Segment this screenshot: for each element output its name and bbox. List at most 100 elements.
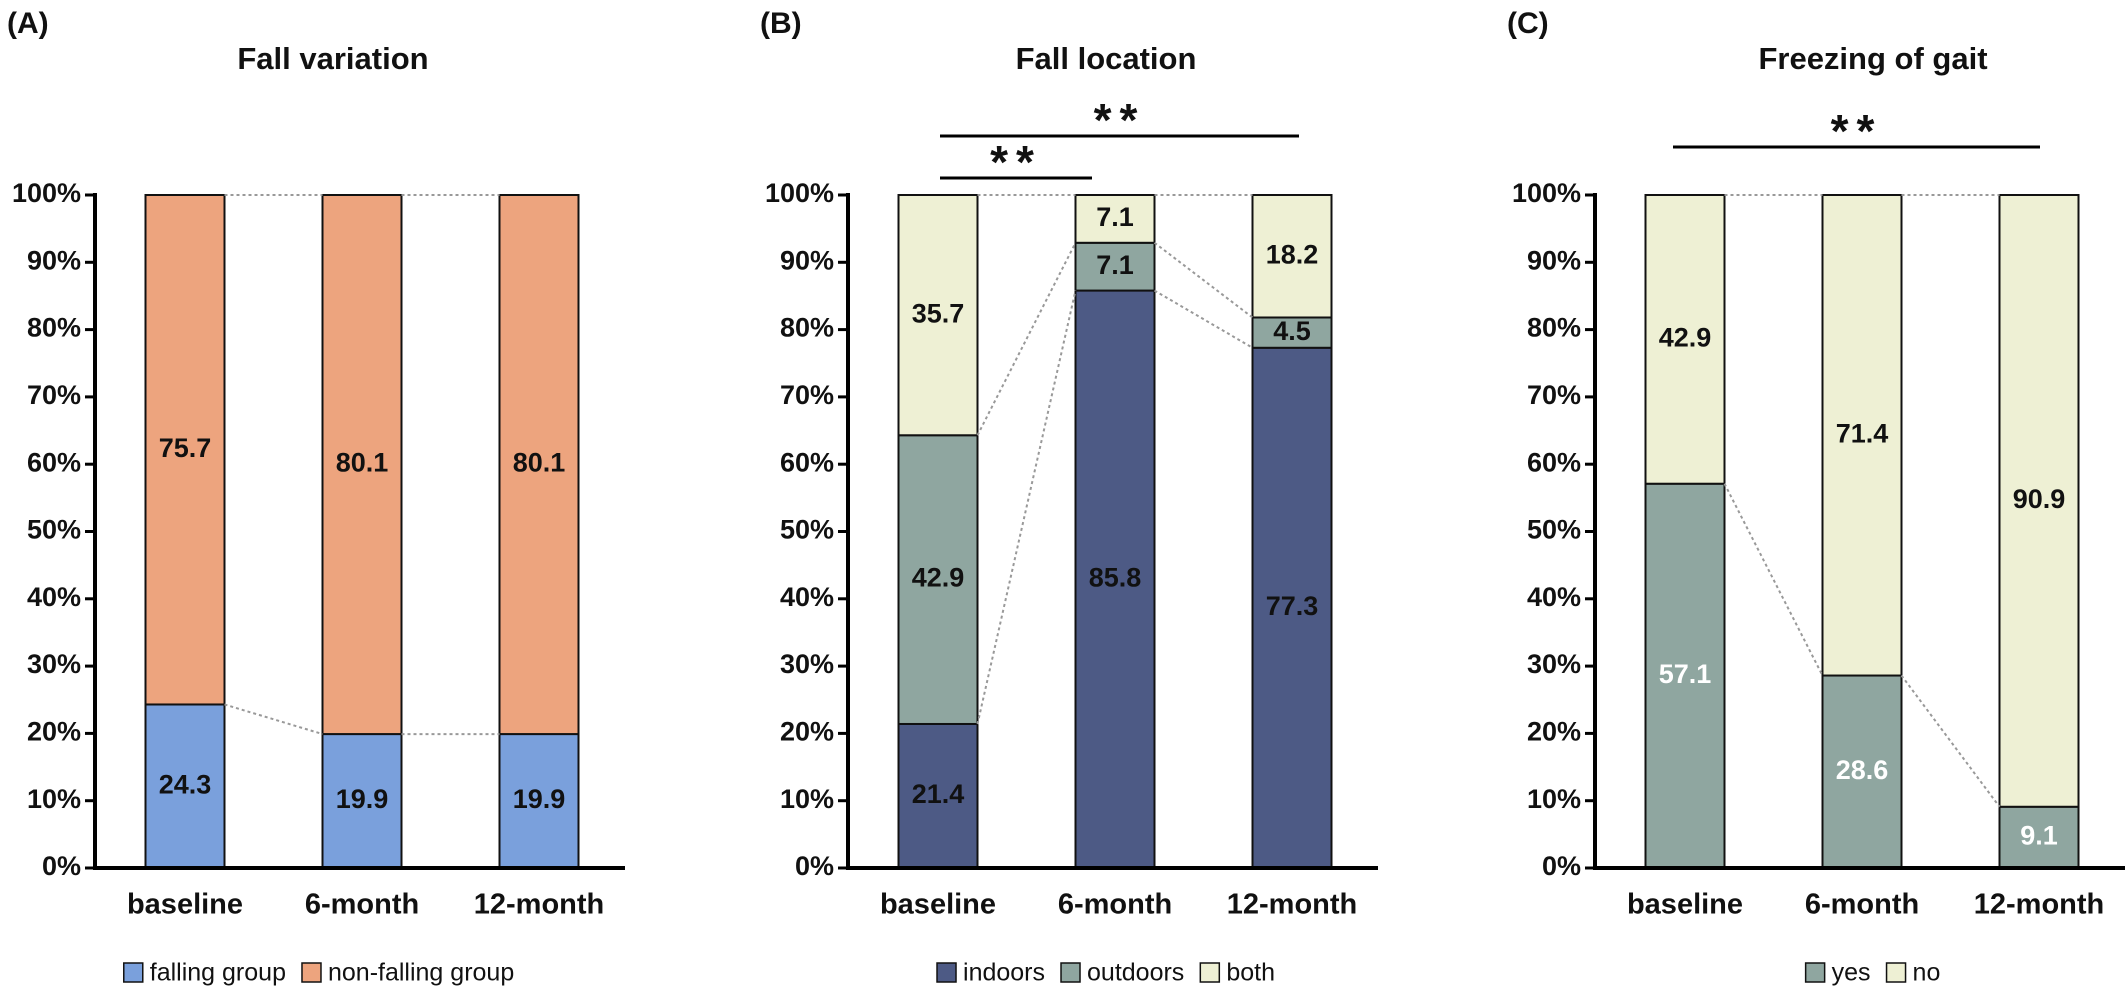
y-tick-label: 70% (27, 380, 81, 410)
y-tick-label: 80% (780, 313, 834, 343)
legend: indoors outdoors both (936, 959, 1275, 987)
value-label: 7.1 (1096, 250, 1134, 280)
y-tick-label: 10% (780, 784, 834, 814)
connector (1153, 241, 1254, 319)
value-label: 21.4 (912, 779, 965, 809)
y-tick-label: 100% (1512, 178, 1581, 208)
y-tick-label: 60% (27, 447, 81, 477)
legend-label: both (1226, 959, 1275, 987)
x-tick-label: baseline (880, 889, 996, 921)
value-label: 7.1 (1096, 202, 1134, 232)
value-label: 9.1 (2020, 821, 2058, 851)
legend-swatch (1804, 962, 1826, 983)
panel-title: Fall variation (237, 41, 428, 76)
value-label: 57.1 (1659, 659, 1712, 689)
y-tick-label: 20% (27, 717, 81, 747)
legend-label: no (1913, 959, 1941, 987)
bar-segment (1251, 316, 1333, 349)
legend: yes no (1804, 959, 1941, 987)
legend-swatch (936, 962, 957, 983)
connector (976, 242, 1077, 436)
y-tick-label: 40% (27, 582, 81, 612)
y-tick-label: 0% (795, 851, 834, 881)
connector (1723, 483, 1824, 676)
significance-label: ** (1831, 105, 1883, 157)
panel-title: Freezing of gait (1758, 41, 1987, 76)
bar-segment (321, 733, 403, 869)
y-tick-label: 70% (780, 380, 834, 410)
y-tick-label: 50% (1527, 515, 1581, 545)
y-tick-label: 20% (780, 717, 834, 747)
x-tick-label: 6-month (1805, 889, 1919, 921)
bar-segment (144, 194, 226, 706)
value-label: 85.8 (1089, 562, 1142, 592)
bar-segment (897, 194, 979, 437)
y-tick-label: 100% (12, 178, 81, 208)
bar-segment (144, 703, 226, 869)
legend-label: falling group (150, 959, 286, 987)
value-label: 24.3 (159, 769, 212, 799)
y-tick-label: 100% (765, 178, 834, 208)
value-label: 77.3 (1266, 591, 1319, 621)
bar-segment (321, 194, 403, 736)
value-label: 90.9 (2013, 484, 2066, 514)
x-tick-label: 6-month (1058, 889, 1172, 921)
y-tick-label: 50% (780, 515, 834, 545)
y-tick-label: 90% (780, 245, 834, 275)
value-label: 19.9 (336, 784, 389, 814)
value-label: 75.7 (159, 433, 212, 463)
bar-segment (498, 194, 580, 736)
value-label: 80.1 (336, 448, 389, 478)
legend-swatch (1199, 962, 1221, 983)
y-tick-label: 30% (1527, 649, 1581, 679)
connector (224, 703, 323, 736)
y-tick-label: 50% (27, 515, 81, 545)
value-label: 28.6 (1836, 755, 1889, 785)
value-label: 35.7 (912, 298, 965, 328)
y-tick-label: 10% (1527, 784, 1581, 814)
connector (1900, 674, 2001, 808)
x-tick-label: 12-month (1227, 889, 1358, 921)
legend: falling group non-falling group (123, 959, 514, 987)
value-label: 80.1 (513, 448, 566, 478)
y-tick-label: 40% (780, 582, 834, 612)
panel-title: Fall location (1016, 41, 1197, 76)
y-tick-label: 40% (1527, 582, 1581, 612)
x-tick-label: baseline (127, 889, 243, 921)
y-tick-label: 90% (27, 245, 81, 275)
bar-segment (1821, 674, 1903, 869)
connector (1153, 289, 1254, 349)
legend-swatch (1885, 962, 1907, 983)
y-tick-label: 10% (27, 784, 81, 814)
value-label: 42.9 (1659, 322, 1712, 352)
y-tick-label: 70% (1527, 380, 1581, 410)
x-tick-label: 12-month (1974, 889, 2105, 921)
panel-label: (A) (7, 7, 49, 40)
panel-label: (B) (760, 7, 802, 40)
y-tick-label: 80% (27, 313, 81, 343)
y-tick-label: 0% (42, 851, 81, 881)
x-tick-label: 12-month (474, 889, 605, 921)
legend-swatch (1060, 962, 1081, 983)
bar-segment (1644, 194, 1726, 485)
value-label: 42.9 (912, 563, 965, 593)
bar-segment (1074, 241, 1156, 292)
y-tick-label: 20% (1527, 717, 1581, 747)
bar-segment (897, 722, 979, 870)
panel-label: (C) (1507, 7, 1549, 40)
value-label: 4.5 (1273, 316, 1311, 346)
bar-segment (1821, 194, 1903, 677)
y-tick-label: 60% (1527, 447, 1581, 477)
value-label: 71.4 (1836, 418, 1889, 448)
bar-segment (1998, 194, 2080, 808)
y-tick-label: 90% (1527, 245, 1581, 275)
legend-swatch (301, 962, 322, 983)
bar-segment (1251, 346, 1333, 869)
connector (976, 290, 1077, 725)
x-tick-label: baseline (1627, 889, 1743, 921)
y-tick-label: 80% (1527, 313, 1581, 343)
y-tick-label: 0% (1542, 851, 1581, 881)
value-label: 19.9 (513, 784, 566, 814)
